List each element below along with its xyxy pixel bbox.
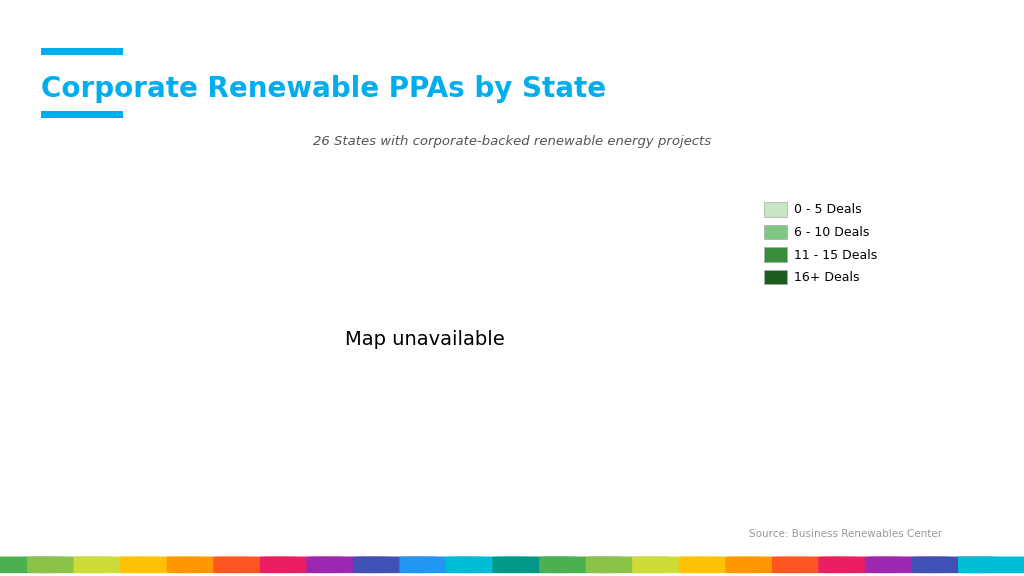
Text: Corporate Renewable PPAs by State: Corporate Renewable PPAs by State (41, 75, 606, 103)
FancyBboxPatch shape (539, 556, 625, 573)
Text: Map unavailable: Map unavailable (345, 331, 505, 349)
Text: Source: Business Renewables Center: Source: Business Renewables Center (749, 529, 942, 539)
FancyBboxPatch shape (725, 556, 811, 573)
FancyBboxPatch shape (306, 556, 392, 573)
FancyBboxPatch shape (41, 48, 123, 55)
FancyBboxPatch shape (818, 556, 904, 573)
FancyBboxPatch shape (772, 556, 857, 573)
FancyBboxPatch shape (958, 556, 1024, 573)
FancyBboxPatch shape (41, 111, 123, 118)
FancyBboxPatch shape (586, 556, 671, 573)
FancyBboxPatch shape (865, 556, 950, 573)
FancyBboxPatch shape (27, 556, 113, 573)
FancyBboxPatch shape (911, 556, 997, 573)
FancyBboxPatch shape (399, 556, 485, 573)
FancyBboxPatch shape (167, 556, 252, 573)
FancyBboxPatch shape (353, 556, 438, 573)
FancyBboxPatch shape (446, 556, 531, 573)
FancyBboxPatch shape (120, 556, 206, 573)
Text: 26 States with corporate-backed renewable energy projects: 26 States with corporate-backed renewabl… (313, 135, 711, 149)
FancyBboxPatch shape (632, 556, 718, 573)
FancyBboxPatch shape (679, 556, 764, 573)
FancyBboxPatch shape (74, 556, 159, 573)
FancyBboxPatch shape (213, 556, 299, 573)
FancyBboxPatch shape (260, 556, 345, 573)
FancyBboxPatch shape (493, 556, 578, 573)
FancyBboxPatch shape (0, 556, 66, 573)
Legend: 0 - 5 Deals, 6 - 10 Deals, 11 - 15 Deals, 16+ Deals: 0 - 5 Deals, 6 - 10 Deals, 11 - 15 Deals… (764, 202, 878, 284)
